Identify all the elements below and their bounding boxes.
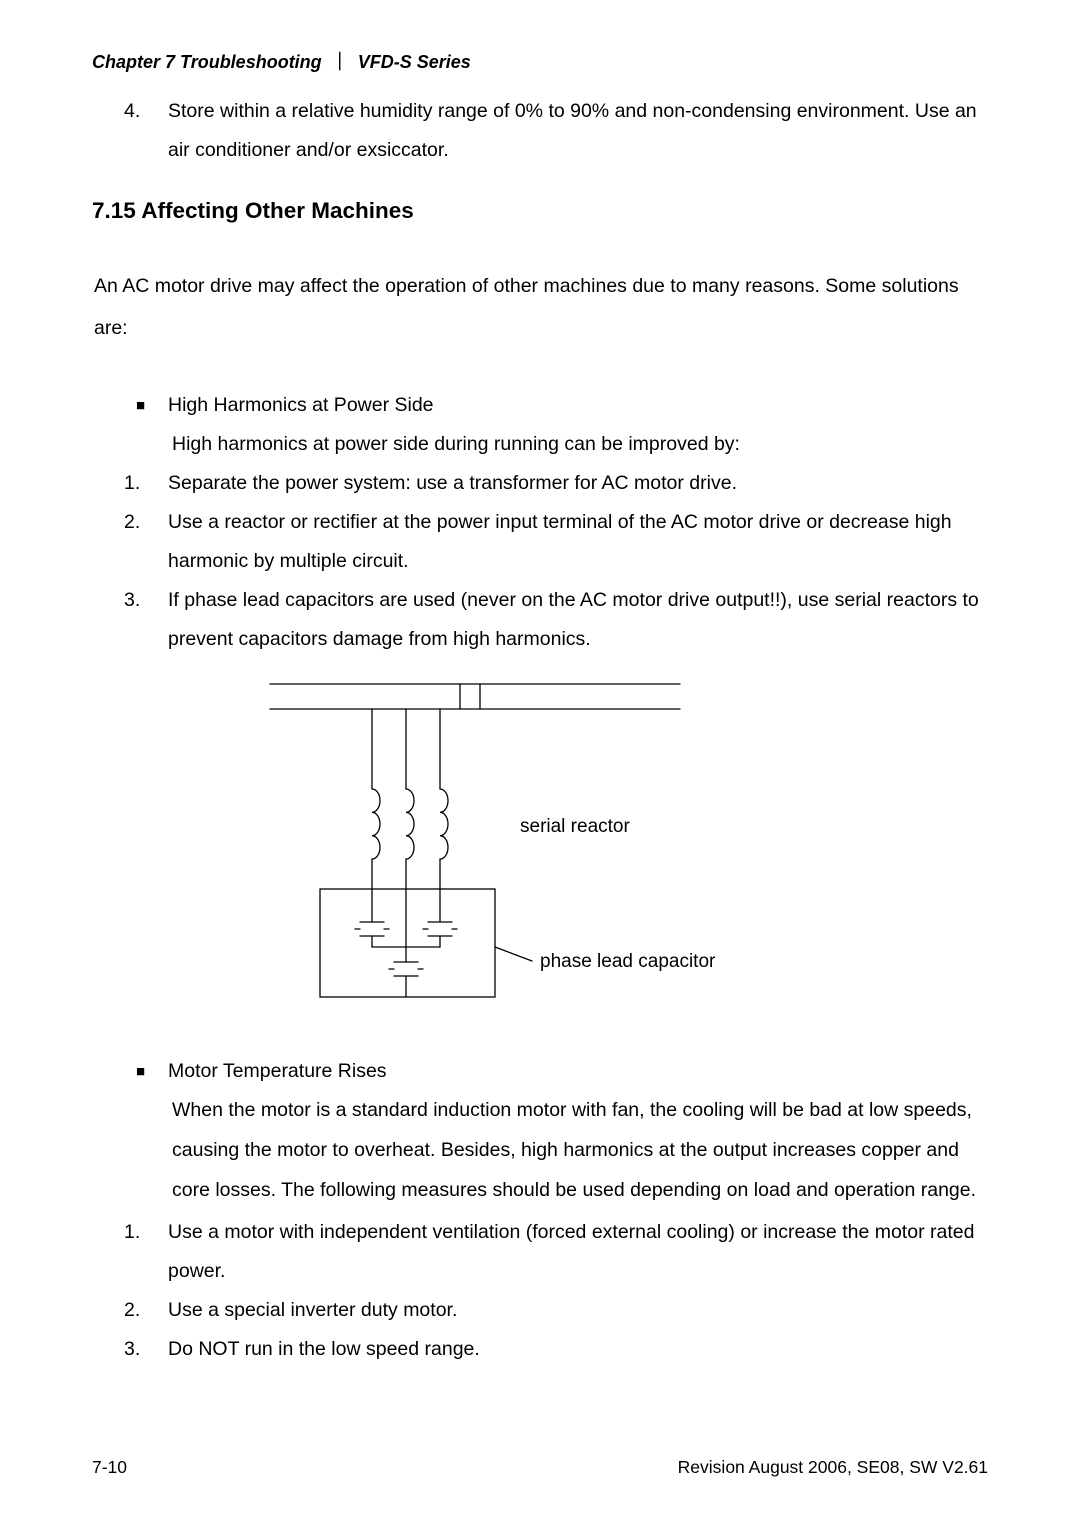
list-text: Use a motor with independent ventilation…	[168, 1213, 988, 1291]
bullet-item: ■ Motor Temperature Rises	[92, 1052, 988, 1091]
circuit-diagram: serial reactor phase lead capacitor	[92, 669, 988, 1014]
bullet-text: High Harmonics at Power Side	[168, 386, 988, 425]
list-number: 1.	[92, 1213, 168, 1291]
list-text: Separate the power system: use a transfo…	[168, 464, 988, 503]
list-text: Store within a relative humidity range o…	[168, 92, 988, 170]
list-number: 4.	[92, 92, 168, 170]
list-item: 2. Use a reactor or rectifier at the pow…	[92, 503, 988, 581]
square-bullet-icon: ■	[92, 1052, 168, 1091]
list-item: 1. Use a motor with independent ventilat…	[92, 1213, 988, 1291]
list-text: Do NOT run in the low speed range.	[168, 1330, 988, 1369]
list-text: Use a special inverter duty motor.	[168, 1291, 988, 1330]
intro-paragraph: An AC motor drive may affect the operati…	[92, 266, 988, 350]
chapter-sep: ｜	[331, 52, 349, 72]
list-item: 3. If phase lead capacitors are used (ne…	[92, 581, 988, 659]
page-number: 7-10	[92, 1457, 127, 1478]
list-number: 3.	[92, 581, 168, 659]
page-footer: 7-10 Revision August 2006, SE08, SW V2.6…	[92, 1457, 988, 1478]
svg-text:serial reactor: serial reactor	[520, 816, 630, 837]
square-bullet-icon: ■	[92, 386, 168, 425]
circuit-svg: serial reactor phase lead capacitor	[230, 669, 850, 1014]
list-item: 4. Store within a relative humidity rang…	[92, 92, 988, 170]
list-item: 3. Do NOT run in the low speed range.	[92, 1330, 988, 1369]
bullet-subtext: High harmonics at power side during runn…	[92, 425, 988, 464]
bullet-text: Motor Temperature Rises	[168, 1052, 988, 1091]
chapter-title: Chapter 7 Troubleshooting	[92, 52, 322, 72]
list-item: 1. Separate the power system: use a tran…	[92, 464, 988, 503]
list-number: 3.	[92, 1330, 168, 1369]
svg-text:phase lead capacitor: phase lead capacitor	[540, 951, 716, 972]
bullet-item: ■ High Harmonics at Power Side	[92, 386, 988, 425]
list-text: Use a reactor or rectifier at the power …	[168, 503, 988, 581]
series-title: VFD-S Series	[358, 52, 471, 72]
revision-text: Revision August 2006, SE08, SW V2.61	[678, 1457, 988, 1478]
bullet-subtext: When the motor is a standard induction m…	[92, 1091, 988, 1211]
section-heading: 7.15 Affecting Other Machines	[92, 198, 988, 224]
list-number: 2.	[92, 503, 168, 581]
chapter-header: Chapter 7 Troubleshooting ｜ VFD-S Series	[92, 48, 988, 74]
page: Chapter 7 Troubleshooting ｜ VFD-S Series…	[0, 0, 1080, 1534]
list-text: If phase lead capacitors are used (never…	[168, 581, 988, 659]
list-item: 2. Use a special inverter duty motor.	[92, 1291, 988, 1330]
list-number: 2.	[92, 1291, 168, 1330]
list-number: 1.	[92, 464, 168, 503]
